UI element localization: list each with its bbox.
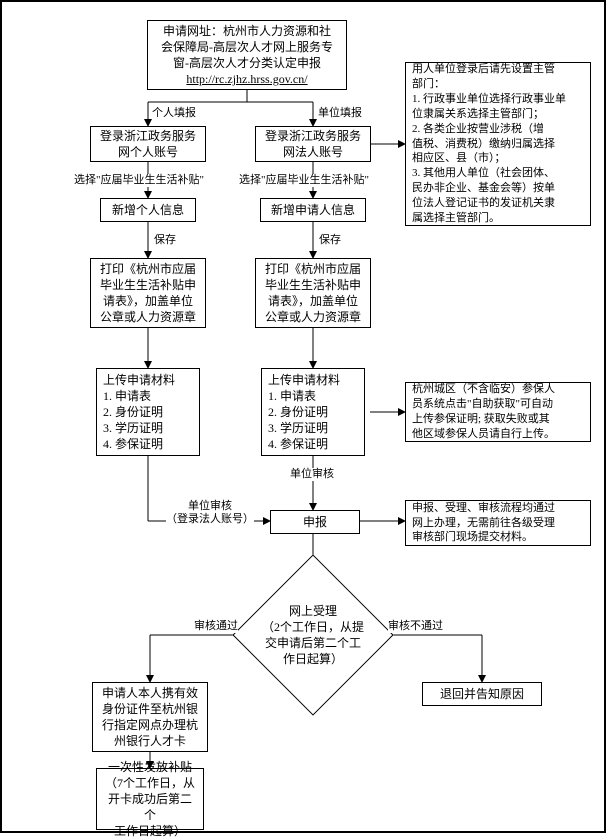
upload-materials-left: 上传申请材料 1. 申请表 2. 身份证明 3. 学历证明 4. 参保证明 xyxy=(96,368,200,456)
label-corporate: 单位填报 xyxy=(318,107,362,120)
upload-materials-right: 上传申请材料 1. 申请表 2. 身份证明 3. 学历证明 4. 参保证明 xyxy=(261,368,365,456)
print-form-right: 打印《杭州市应届 毕业生生活补贴申 请表》，加盖单位 公章或人力资源章 xyxy=(255,258,371,328)
flowchart-canvas: 申请网址：杭州市人力资源和社会保障局-高层次人才网上服务专窗-高层次人才分类认定… xyxy=(0,0,606,833)
label-select-left: 选择"应届毕业生生活补贴" xyxy=(74,174,204,187)
side-note-3: 申报、受理、审核流程均通过 网上办理，无需前往各级受理 审核部门现场提交材料。 xyxy=(405,500,591,546)
label-pass: 审核通过 xyxy=(194,620,238,633)
side-note-2: 杭州城区（不含临安）参保人 员系统点击"自助获取"可自动 上传参保证明; 获取失… xyxy=(405,382,591,442)
label-unit-review-right: 单位审核 xyxy=(290,468,334,481)
reject-box: 退回并告知原因 xyxy=(422,682,542,706)
payout-box: 一次性发放补贴 （7个工作日，从 开卡成功后第二个 工作日起算） xyxy=(96,768,204,830)
label-save-left: 保存 xyxy=(154,234,176,247)
label-save-right: 保存 xyxy=(319,234,341,247)
submit-box: 申报 xyxy=(270,510,360,534)
label-fail: 审核不通过 xyxy=(388,620,443,633)
login-personal: 登录浙江政务服务 网个人账号 xyxy=(90,126,206,162)
start-box: 申请网址：杭州市人力资源和社会保障局-高层次人才网上服务专窗-高层次人才分类认定… xyxy=(147,20,347,90)
add-personal-info: 新增个人信息 xyxy=(100,198,196,222)
label-unit-review-left: 单位审核 （登录法人账号） xyxy=(166,500,254,526)
label-personal: 个人填报 xyxy=(152,107,196,120)
add-applicant-info: 新增申请人信息 xyxy=(260,198,366,222)
login-corporate: 登录浙江政务服务 网法人账号 xyxy=(255,126,371,162)
print-form-left: 打印《杭州市应届 毕业生生活补贴申 请表》，加盖单位 公章或人力资源章 xyxy=(90,258,206,328)
review-decision: 网上受理 （2个工作日，从提 交申请后第二个工 作日起算） xyxy=(256,578,370,692)
bank-card-box: 申请人本人携有效 身份证件至杭州银 行指定网点办理杭 州银行人才卡 xyxy=(92,682,208,752)
side-note-1: 用人单位登录后请先设置主管 部门： 1. 行政事业单位选择行政事业单 位隶属关系… xyxy=(405,62,591,226)
label-select-right: 选择"应届毕业生生活补贴" xyxy=(239,174,369,187)
review-decision-text: 网上受理 （2个工作日，从提 交申请后第二个工 作日起算） xyxy=(256,603,370,668)
start-text: 申请网址：杭州市人力资源和社会保障局-高层次人才网上服务专窗-高层次人才分类认定… xyxy=(161,23,333,88)
